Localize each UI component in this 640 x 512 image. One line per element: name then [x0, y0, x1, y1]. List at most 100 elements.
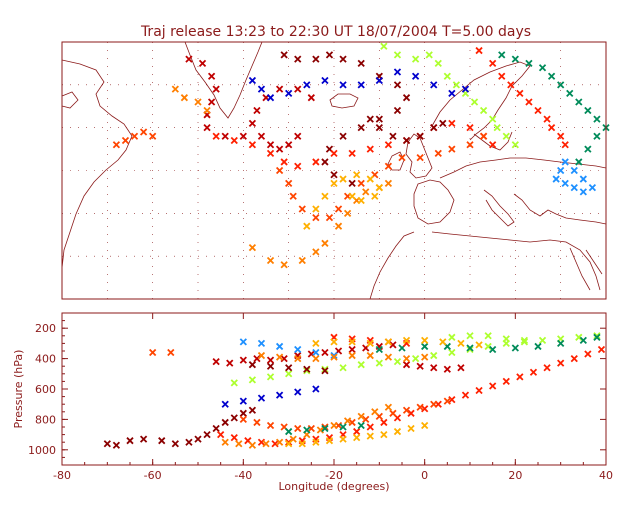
profile-point: [248, 376, 257, 384]
map-point: [266, 256, 275, 265]
map-point: [343, 209, 352, 217]
profile-point: [266, 356, 275, 364]
map-point: [149, 132, 157, 140]
coastline-greenland: [184, 41, 263, 119]
map-point: [511, 55, 519, 63]
map-point: [375, 76, 383, 85]
map-point: [566, 89, 574, 98]
profile-point: [253, 354, 261, 363]
profile-point: [516, 373, 524, 381]
profile-point: [375, 345, 383, 354]
map-trajectory-points: [112, 42, 610, 269]
profile-trajectory-points: [103, 332, 606, 449]
map-point: [294, 55, 302, 63]
profile-point: [421, 421, 429, 430]
profile-point: [239, 415, 247, 424]
profile-point: [294, 424, 302, 433]
profile-point: [484, 342, 492, 351]
map-point: [479, 132, 488, 140]
map-point: [466, 141, 474, 149]
map-point: [357, 81, 365, 89]
profile-point: [421, 353, 429, 361]
profile-point: [421, 405, 429, 413]
profile-point: [380, 430, 388, 439]
map-point: [434, 149, 442, 158]
profile-point: [402, 336, 411, 344]
profile-point: [407, 424, 415, 433]
profile-point: [443, 397, 451, 405]
map-point: [389, 132, 397, 140]
profile-point: [416, 403, 424, 411]
map-point: [489, 141, 497, 149]
profile-point: [511, 344, 519, 352]
map-point: [411, 72, 420, 80]
profile-point: [139, 435, 148, 443]
profile-point: [475, 341, 483, 349]
map-point: [402, 94, 411, 102]
profile-point: [230, 414, 238, 422]
profile-point: [321, 423, 329, 431]
map-point: [493, 124, 501, 132]
profile-point: [529, 368, 538, 376]
profile-point: [194, 435, 202, 443]
map-point: [475, 46, 483, 55]
map-point: [557, 166, 565, 175]
profile-point: [534, 342, 542, 351]
profile-point: [221, 418, 229, 427]
profile-point: [285, 364, 293, 372]
profile-point: [103, 440, 111, 448]
profile-point: [312, 339, 320, 348]
map-point: [547, 72, 556, 80]
profile-point: [280, 354, 288, 363]
profile-point: [407, 409, 415, 417]
map-point: [366, 175, 374, 183]
map-point: [439, 119, 447, 128]
map-frame: [61, 41, 607, 300]
profile-point: [457, 364, 465, 372]
map-point: [430, 81, 438, 89]
profile-point: [348, 351, 356, 360]
map-point: [470, 98, 479, 106]
profile-point: [466, 345, 474, 354]
profile-point: [312, 348, 320, 357]
profile-point: [402, 354, 411, 363]
profile-point: [430, 351, 438, 360]
profile-point: [448, 396, 456, 404]
profile-point: [248, 441, 257, 449]
map-point: [557, 81, 565, 89]
profile-point: [239, 356, 247, 364]
profile-point: [502, 377, 510, 386]
profile-point: [375, 359, 383, 367]
profile-point: [325, 437, 334, 445]
profile-point: [221, 400, 229, 408]
profile-point: [257, 394, 266, 402]
profile-point: [330, 338, 338, 346]
map-point: [579, 188, 587, 196]
map-point: [303, 222, 311, 230]
profile-point: [185, 438, 193, 446]
profile-point: [357, 421, 365, 430]
profile-point: [312, 385, 320, 393]
map-point: [402, 136, 411, 145]
map-point: [579, 175, 587, 183]
profile-point: [203, 430, 211, 439]
map-point: [294, 132, 302, 140]
x-tick-label: 40: [599, 469, 613, 482]
map-point: [339, 81, 347, 89]
profile-point: [575, 333, 583, 341]
map-point: [280, 158, 288, 166]
map-point: [198, 59, 207, 68]
coastline-iberia: [413, 179, 455, 225]
x-tick-label: -20: [325, 469, 343, 482]
profile-point: [239, 338, 247, 346]
map-point: [266, 149, 275, 158]
map-point: [285, 179, 293, 187]
profile-point: [321, 365, 329, 373]
map-point: [298, 205, 306, 213]
x-tick-label: -60: [144, 469, 162, 482]
map-point: [371, 192, 379, 200]
profile-point: [303, 426, 311, 434]
map-point: [285, 141, 293, 149]
map-point: [112, 141, 121, 149]
coastline-italy: [483, 189, 515, 227]
